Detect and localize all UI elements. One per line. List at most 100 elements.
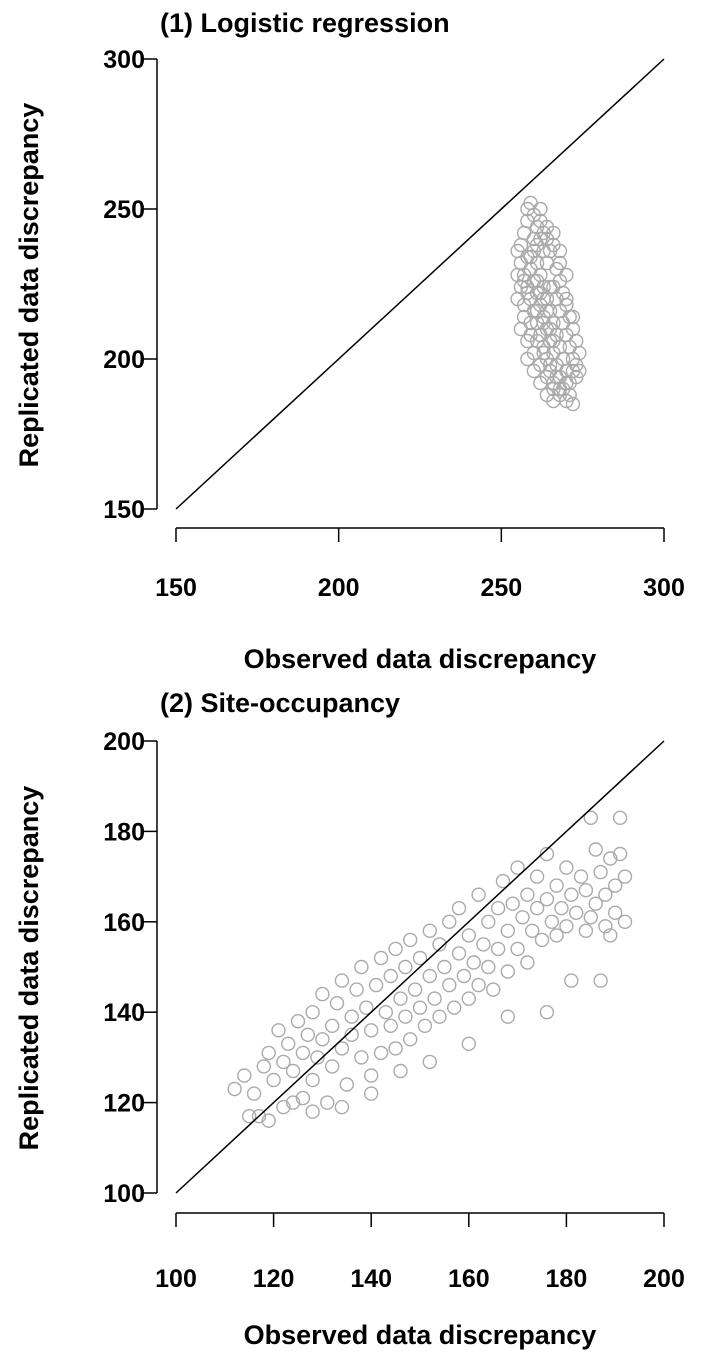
x-tick-label: 180 [546,1265,588,1293]
data-point [516,225,532,241]
data-point [588,896,603,911]
data-point [364,1086,379,1101]
data-point [565,396,581,412]
data-point [486,982,501,997]
data-point [617,869,633,884]
data-point [354,1050,369,1065]
data-point [305,1104,320,1119]
data-point [368,977,384,993]
data-point [533,285,548,301]
data-point [378,1005,393,1020]
data-point [549,928,564,943]
data-point [559,267,574,283]
data-point [237,1068,252,1083]
data-point [562,387,577,403]
data-point [476,937,491,952]
data-point [403,1032,418,1047]
data-point [285,1063,301,1079]
data-point [447,1000,462,1015]
y-tick-label: 160 [103,909,145,937]
data-point [565,309,581,325]
data-point [422,1054,437,1070]
data-point [505,896,520,911]
data-point [334,1041,350,1056]
data-point [554,901,569,916]
data-point [539,892,555,907]
data-point [466,955,481,970]
data-point [329,996,345,1011]
data-point [500,1009,515,1024]
data-point [569,905,584,920]
data-point [427,991,442,1006]
panel-title: (2) Site-occupancy [160,688,400,718]
data-point [432,1009,447,1024]
x-tick-label: 160 [448,1265,490,1293]
data-point [578,923,594,938]
axes-group: 150 200 250 300 150 200 250 300 [103,46,685,602]
data-point [598,919,613,934]
x-tick-label: 120 [253,1265,295,1293]
data-point [539,219,555,235]
x-tick-label: 200 [318,574,360,602]
data-point [539,303,555,319]
data-point [549,878,564,893]
x-axis-label: Observed data discrepancy [244,1320,597,1350]
data-point [383,968,398,984]
data-point [572,363,587,379]
data-point [364,1023,379,1038]
data-point [481,914,496,929]
data-point [388,1041,403,1056]
data-point [500,964,515,979]
data-point [552,243,568,259]
data-point [422,923,437,938]
data-point [364,1068,379,1083]
data-point [344,1009,359,1024]
data-point [334,973,350,988]
data-point [403,932,418,948]
data-point [490,941,506,957]
data-point [320,1095,335,1110]
y-tick-label: 180 [103,818,145,846]
data-point [281,1036,296,1052]
data-point [305,1005,320,1020]
data-point [271,1023,286,1038]
data-point [315,1032,330,1047]
scatter-panel-site-occupancy: (2) Site-occupancy Observed data discrep… [14,688,685,1350]
data-point [500,923,515,938]
data-point [383,1018,398,1034]
data-point [471,887,486,902]
data-point [388,941,403,957]
data-point [344,1027,359,1043]
data-point [529,869,545,884]
data-point [612,846,628,862]
x-tick-label: 140 [350,1265,392,1293]
data-point [612,810,628,825]
data-point [461,928,476,943]
data-point [520,351,535,367]
data-point [373,1045,389,1061]
data-point [325,1018,340,1034]
data-point [546,333,561,349]
data-point [583,910,598,925]
data-point [393,991,408,1006]
y-tick-label: 120 [103,1090,145,1118]
data-point [510,941,525,957]
data-point [593,864,608,880]
data-point [359,1000,374,1015]
data-point [442,914,457,929]
data-point [533,201,548,217]
axes-group: 100 120 140 160 180 200 100 120 140 160 180 200 [103,728,685,1293]
data-point [300,1027,315,1043]
data-point [495,873,511,889]
data-point [520,887,535,902]
data-point [515,910,530,925]
data-point [564,887,579,902]
data-point [564,973,579,988]
data-point [559,860,574,875]
data-point [608,905,623,920]
data-point [583,810,598,825]
data-point [227,1081,242,1097]
data-point [588,842,603,857]
x-tick-label: 250 [480,574,522,602]
